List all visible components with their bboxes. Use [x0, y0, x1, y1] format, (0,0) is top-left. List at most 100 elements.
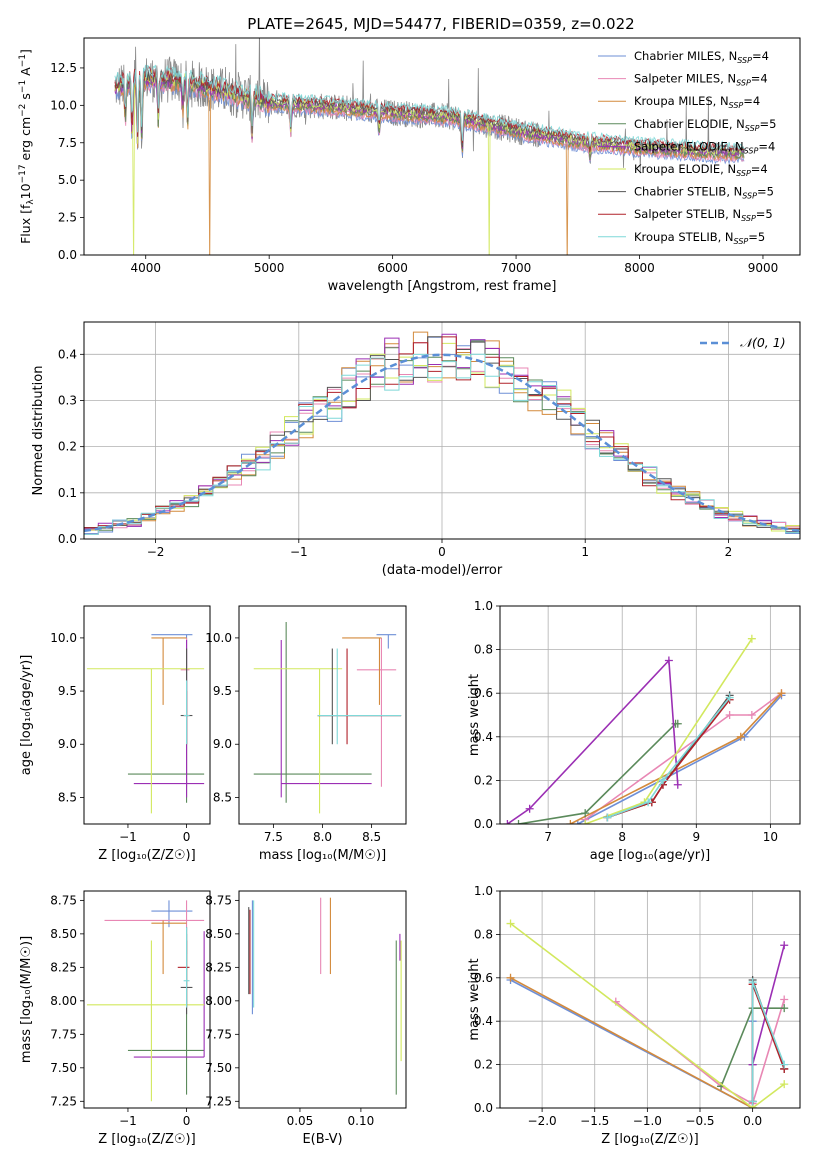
y-tick-label: 0.8: [474, 927, 493, 941]
weight-marker-kroupa-elodie: [581, 820, 590, 824]
age-Z-frame: [83, 605, 211, 825]
legend-label-kroupa-elodie: Kroupa ELODIE, NSSP=4: [634, 162, 768, 178]
y-tick-label: 8.50: [50, 927, 77, 941]
y-tick-label: 0.0: [474, 817, 493, 831]
x-axis-label: wavelength [Angstrom, rest frame]: [328, 279, 557, 294]
y-tick-label: 0.6: [474, 971, 493, 985]
residuals-axes: −2 −1 0 1 2 0.0 0.1 0.2 0.3 0.4 (data-model)/error…: [31, 322, 800, 578]
legend-label-chabrier-stelib: Chabrier STELIB, NSSP=5: [634, 185, 774, 201]
y-tick-label: 0.2: [474, 1058, 493, 1072]
model-line-kroupa-stelib: [114, 64, 745, 151]
weight-marker-kroupa-miles: [566, 820, 575, 824]
weight-Z-axes: −2.0 −1.5 −1.0 −0.5 0.0 0.0 0.2 0.4 0.6 0.8 1.0 Z […: [467, 884, 800, 1147]
weight-marker-salpeter-elodie: [503, 820, 512, 824]
figure-title: PLATE=2645, MJD=54477, FIBERID=0359, z=0…: [247, 15, 634, 33]
weight-marker-chabrier-elodie: [780, 1004, 789, 1013]
histogram-salpeter-stelib: [84, 336, 800, 530]
y-tick-label: 0.8: [474, 643, 493, 657]
y-axis-label: mass weight: [467, 958, 482, 1040]
weight-marker-kroupa-miles: [736, 732, 745, 741]
legend-label-chabrier-miles: Chabrier MILES, NSSP=4: [634, 49, 769, 65]
y-tick-label: 9.0: [58, 737, 77, 751]
x-tick-label: 7: [544, 830, 552, 844]
weight-age-frame: [499, 605, 801, 825]
weight-marker-salpeter-elodie: [673, 780, 682, 789]
legend-label-salpeter-elodie: Salpeter ELODIE, NSSP=4: [634, 139, 775, 155]
y-tick-label: 0.4: [474, 1014, 493, 1028]
x-tick-label: 10: [763, 830, 778, 844]
y-tick-label: 10.0: [205, 631, 232, 645]
y-tick-label: 9.5: [213, 684, 232, 698]
weight-line-kroupa-stelib: [607, 697, 731, 819]
weight-Z-frame: [499, 890, 801, 1109]
x-axis-label: mass [log₁₀(M/M☉)]: [259, 848, 386, 863]
weight-marker-kroupa-miles: [506, 973, 515, 982]
y-tick-label: 0.3: [58, 393, 77, 407]
mass-Z-axes: −1 0 7.25 7.50 7.75 8.00 8.25 8.50 8.75 Z [log₁₀(…: [19, 893, 196, 1147]
y-tick-label: 0.0: [58, 532, 77, 546]
x-tick-label: 0.10: [348, 1114, 375, 1128]
x-tick-label: −2: [147, 545, 165, 559]
x-tick-label: 1: [581, 545, 589, 559]
weight-marker-chabrier-miles: [573, 820, 582, 824]
x-tick-label: 6000: [377, 261, 408, 275]
weight-marker-kroupa-stelib: [748, 1097, 757, 1106]
weight-marker-kroupa-stelib: [644, 798, 653, 807]
spectrum-legend: Chabrier MILES, NSSP=4 Salpeter MILES, NS…: [598, 49, 776, 246]
weight-age-plot-area: [503, 634, 786, 824]
weight-marker-salpeter-miles: [780, 995, 789, 1004]
x-tick-label: 8.5: [362, 830, 381, 844]
spectrum-plot-area: [114, 38, 745, 255]
y-tick-label: 0.2: [58, 440, 77, 454]
weight-marker-kroupa-stelib: [780, 1060, 789, 1069]
legend-label-gaussian: 𝒩(0, 1): [740, 335, 786, 350]
y-tick-label: 7.25: [205, 1094, 232, 1108]
x-tick-label: 0: [438, 545, 446, 559]
age-Z-axes: −1 0 8.5 9.0 9.5 10.0 Z [log₁₀(Z/Z☉)] age [log₁…: [19, 631, 196, 863]
x-tick-label: 8000: [624, 261, 655, 275]
residuals-plot-area: [84, 331, 800, 535]
y-tick-label: 8.00: [50, 994, 77, 1008]
y-tick-label: 7.5: [58, 136, 77, 150]
y-tick-label: 5.0: [58, 173, 77, 187]
legend-label-salpeter-stelib: Salpeter STELIB, NSSP=5: [634, 207, 773, 223]
x-tick-label: −2.0: [528, 1114, 557, 1128]
y-tick-label: 0.1: [58, 486, 77, 500]
y-tick-label: 7.50: [50, 1061, 77, 1075]
y-tick-label: 9.5: [58, 684, 77, 698]
x-tick-label: 9000: [748, 261, 779, 275]
y-tick-label: 0.0: [474, 1101, 493, 1115]
model-line-chabrier-elodie: [114, 73, 745, 160]
y-tick-label: 8.75: [205, 893, 232, 907]
weight-marker-kroupa-elodie: [747, 634, 756, 643]
weight-marker-kroupa-stelib: [725, 693, 734, 702]
y-tick-label: 10.0: [50, 98, 77, 112]
y-tick-label: 0.4: [58, 347, 77, 361]
x-tick-label: 8.0: [313, 830, 332, 844]
gaussian-curve: [84, 353, 800, 533]
weight-marker-kroupa-elodie: [506, 919, 515, 928]
y-axis-label: age [log₁₀(age/yr)]: [19, 655, 34, 776]
age-Z-plot-area: [86, 634, 205, 814]
y-tick-label: 8.00: [205, 994, 232, 1008]
x-axis-label: (data-model)/error: [382, 563, 503, 578]
y-tick-label: 8.5: [58, 790, 77, 804]
model-line-chabrier-miles: [114, 78, 745, 166]
y-tick-label: 1.0: [474, 884, 493, 898]
legend-label-salpeter-miles: Salpeter MILES, NSSP=4: [634, 72, 768, 88]
weight-line-kroupa-elodie: [510, 922, 785, 1108]
y-axis-label: Normed distribution: [31, 366, 46, 496]
x-tick-label: −1: [290, 545, 308, 559]
x-tick-label: 4000: [130, 261, 161, 275]
y-tick-label: 7.75: [205, 1027, 232, 1041]
x-tick-label: 0: [183, 1114, 191, 1128]
y-tick-label: 7.50: [205, 1061, 232, 1075]
y-tick-label: 8.75: [50, 893, 77, 907]
y-tick-label: 0.4: [474, 730, 493, 744]
weight-marker-kroupa-stelib: [658, 776, 667, 785]
x-axis-label: E(B-V): [302, 1132, 342, 1147]
residuals-frame: [83, 321, 801, 540]
x-tick-label: 8: [618, 830, 626, 844]
spectrum-frame: [83, 37, 801, 256]
weight-marker-kroupa-stelib: [603, 813, 612, 822]
